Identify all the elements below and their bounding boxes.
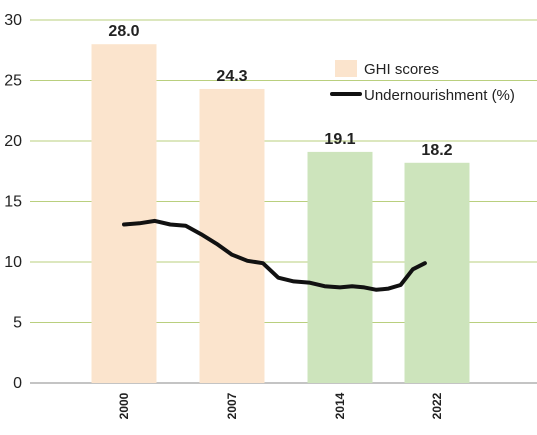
bars: 28.0 24.3 19.1 18.2 — [91, 23, 470, 383]
x-tick-label-2014: 2014 — [333, 392, 347, 419]
bar-2007 — [199, 88, 265, 383]
y-tick-label-0: 0 — [13, 375, 22, 392]
y-tick-label-25: 25 — [4, 73, 22, 90]
y-tick-label-15: 15 — [4, 194, 22, 211]
undernourishment-line — [122, 218, 427, 292]
line-series — [122, 218, 427, 292]
bar-value-label-2014: 19.1 — [324, 131, 355, 148]
bar-2014 — [307, 151, 373, 383]
x-axis: 2000 2007 2014 2022 — [117, 392, 444, 419]
bar-2000 — [91, 44, 157, 383]
bar-value-label-2007: 24.3 — [216, 68, 247, 85]
bar-value-label-2022: 18.2 — [421, 142, 452, 159]
legend-label-undernourishment: Undernourishment (%) — [364, 87, 515, 104]
y-tick-label-20: 20 — [4, 133, 22, 150]
bar-2022 — [404, 162, 470, 383]
bar-value-label-2000: 28.0 — [108, 23, 139, 40]
y-axis: 0 5 10 15 20 25 30 — [4, 12, 22, 392]
x-tick-label-2007: 2007 — [225, 392, 239, 419]
legend-swatch-ghi-scores — [335, 60, 357, 77]
x-tick-label-2022: 2022 — [430, 392, 444, 419]
legend-label-ghi-scores: GHI scores — [364, 61, 439, 78]
y-tick-label-5: 5 — [13, 315, 22, 332]
legend: GHI scores Undernourishment (%) — [330, 60, 515, 104]
y-tick-label-30: 30 — [4, 12, 22, 29]
y-tick-label-10: 10 — [4, 254, 22, 271]
x-tick-label-2000: 2000 — [117, 392, 131, 419]
